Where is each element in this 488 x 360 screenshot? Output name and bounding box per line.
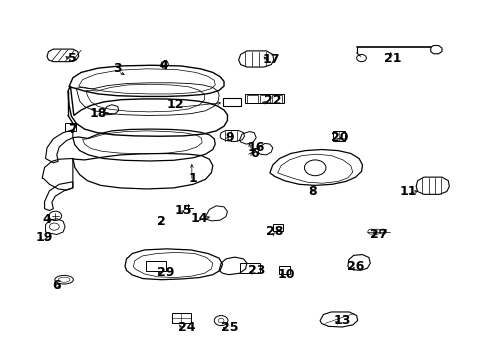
Text: 5: 5 [68,52,77,65]
Text: 13: 13 [333,314,350,327]
Bar [271,95,282,103]
Bar [259,95,269,103]
Bar [65,123,76,131]
Bar [239,263,260,273]
Text: 7: 7 [68,123,77,136]
Text: 27: 27 [369,228,386,241]
Bar [245,94,283,103]
Text: 25: 25 [221,320,238,333]
Bar [146,261,166,271]
Text: 14: 14 [190,212,208,225]
Text: 2: 2 [157,215,165,228]
Text: 11: 11 [398,185,416,198]
Text: 16: 16 [247,141,265,154]
Text: 24: 24 [178,320,195,333]
Text: 18: 18 [89,107,107,120]
Bar [272,224,282,231]
Bar [278,266,290,274]
Text: 4: 4 [160,59,168,72]
Text: 6: 6 [52,279,61,292]
Text: 15: 15 [174,204,192,217]
Text: 3: 3 [113,62,122,75]
Text: 19: 19 [36,231,53,244]
Text: 29: 29 [157,266,174,279]
Text: 8: 8 [308,185,316,198]
Text: 22: 22 [264,94,281,107]
Text: 20: 20 [330,131,347,144]
Text: 21: 21 [384,51,401,64]
Bar [332,131,345,141]
Text: 23: 23 [247,264,265,277]
Text: 4: 4 [42,213,51,226]
Text: 12: 12 [166,98,183,111]
Text: 10: 10 [277,268,294,281]
Text: 1: 1 [188,172,197,185]
Text: 17: 17 [262,53,280,66]
Text: 9: 9 [225,131,234,144]
Bar [172,313,190,323]
Text: 6: 6 [249,147,258,159]
Bar [222,98,241,107]
Bar [247,95,257,103]
Text: 26: 26 [346,260,364,273]
Text: 28: 28 [265,225,283,238]
